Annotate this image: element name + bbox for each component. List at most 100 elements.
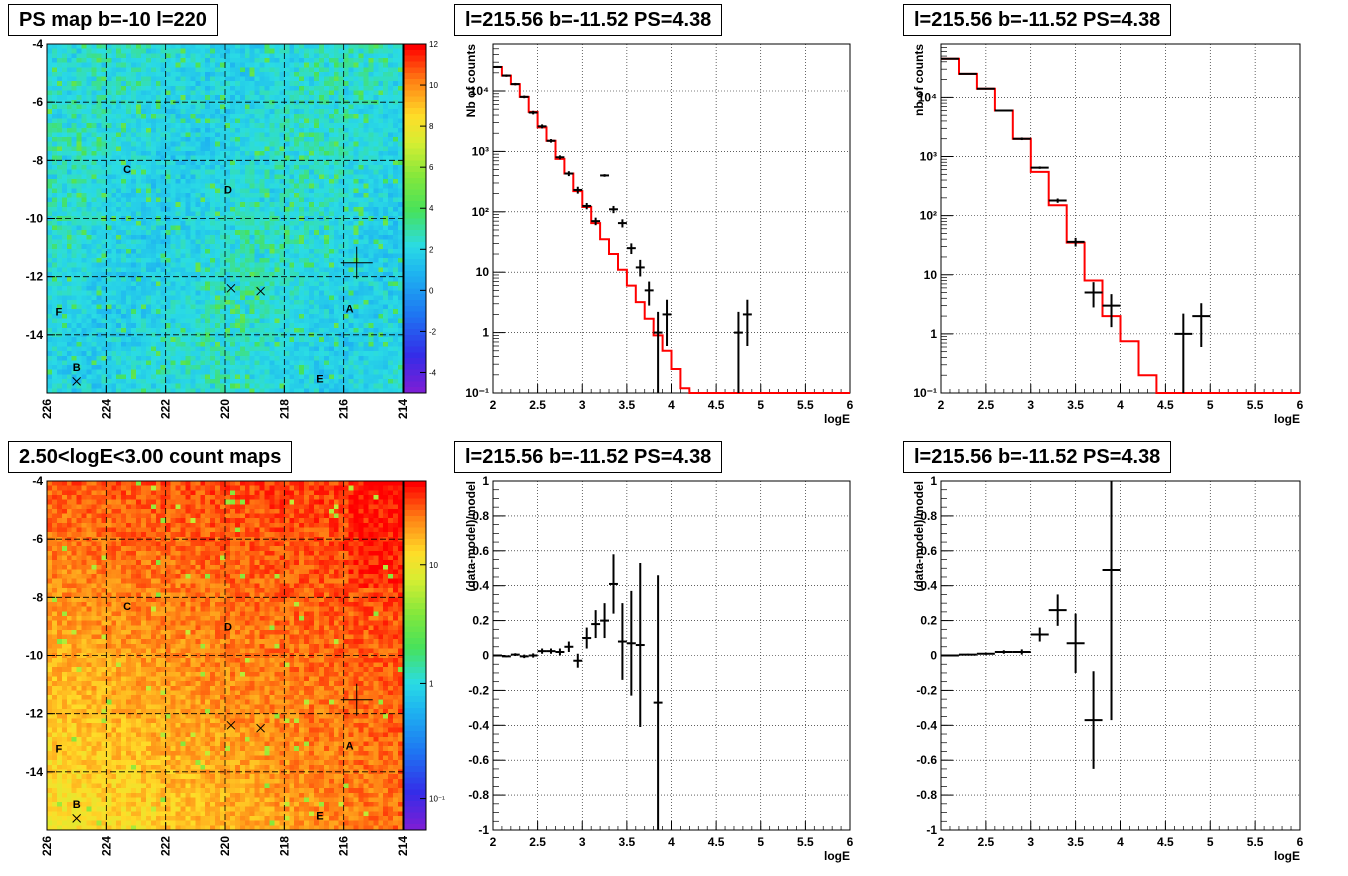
spec_right-data-point xyxy=(1084,282,1103,308)
spec_right-data-point xyxy=(1030,166,1049,169)
count_map-x-marker xyxy=(256,723,265,733)
source-label-c: C xyxy=(123,601,131,613)
ps_map-x-tick-label: 224 xyxy=(99,399,113,419)
ps_map-y-tick-label: -12 xyxy=(26,270,44,284)
count-map-title: 2.50<logE<3.00 count maps xyxy=(8,441,293,473)
spec_left-y-tick-label: 10⁻¹ xyxy=(465,386,489,400)
resid_left-residual-point xyxy=(653,575,663,830)
ps_map-colorbar-tick-label: 4 xyxy=(429,204,434,213)
spec_left-x-tick-label: 2 xyxy=(490,398,497,412)
spec_left-data-point xyxy=(493,65,502,69)
resid_right-x-tick-label: 2.5 xyxy=(978,835,995,849)
count_map-panel: 226 224 222 220 218 216 214 -4 -6 -8 -10 -12 -14 A B C D… xyxy=(26,474,445,856)
source-label-b: B xyxy=(73,799,81,811)
ps_map-panel: 226 224 222 220 218 216 214 -4 -6 -8 -10 -12 -14 A B C D… xyxy=(26,37,439,419)
spec_left-x-tick-label: 3.5 xyxy=(619,398,636,412)
ps_map-x-marker xyxy=(72,377,82,386)
ps_map-x-tick-label: 220 xyxy=(218,399,232,419)
resid_right-y-tick-label: -0.6 xyxy=(916,753,937,767)
source-label-b: B xyxy=(73,362,81,374)
resid_right-y-tick-label: 0 xyxy=(930,649,937,663)
count_map-x-tick-label: 218 xyxy=(277,836,291,856)
ps_map-y-tick-label: -8 xyxy=(32,153,43,167)
ps_map-y-tick-label: -10 xyxy=(26,212,44,226)
spec_right-x-tick-label: 3.5 xyxy=(1067,398,1084,412)
residual-right-title: l=215.56 b=-11.52 PS=4.38 xyxy=(903,441,1172,473)
ps_map-x-marker xyxy=(256,286,265,296)
spec_left-x-tick-label: 2.5 xyxy=(529,398,546,412)
resid_right-y-tick-label: -1 xyxy=(926,823,937,837)
ps_map-x-marker xyxy=(226,283,236,293)
resid_right-x-axis-label: logE xyxy=(1274,849,1300,863)
resid_right-y-tick-label: -0.2 xyxy=(916,683,937,697)
residual-left-title: l=215.56 b=-11.52 PS=4.38 xyxy=(454,441,723,473)
resid_left-x-tick-label: 5.5 xyxy=(797,835,814,849)
resid_left-residual-point xyxy=(635,563,645,728)
count_map-colorbar-tick-label: 1 xyxy=(429,679,434,688)
spec_left-data-point xyxy=(662,299,672,346)
count_map-x-tick-label: 224 xyxy=(99,836,113,856)
count_map-cells xyxy=(47,481,404,831)
resid_right-x-tick-label: 5 xyxy=(1207,835,1214,849)
spec_right-x-tick-label: 4 xyxy=(1117,398,1124,412)
resid_right-residual-point xyxy=(1102,481,1121,721)
spec_right-x-tick-label: 6 xyxy=(1297,398,1304,412)
source-label-f: F xyxy=(55,744,62,756)
spec_left-data-point xyxy=(528,110,538,115)
count_map-colorbar xyxy=(404,481,426,831)
resid_left-residual-point xyxy=(501,655,511,658)
ps_map-candidate-marker xyxy=(340,246,373,279)
spec_right-data-point xyxy=(994,109,1013,112)
ps_map-colorbar-tick-label: -2 xyxy=(429,327,437,336)
resid_right-residual-point xyxy=(1084,671,1103,769)
resid_right-x-tick-label: 5.5 xyxy=(1247,835,1264,849)
spec_left-data-point xyxy=(742,299,752,346)
resid_left-y-tick-label: -0.6 xyxy=(468,753,489,767)
count_map-colorbar-tick-label: 10 xyxy=(429,561,438,570)
ps_map-colorbar-tick-label: 12 xyxy=(429,40,438,49)
spec_left-data-point xyxy=(591,217,601,226)
spec_right-data-point xyxy=(1102,294,1121,328)
resid_left-y-tick-label: 0 xyxy=(482,649,489,663)
resid_left-residual-point xyxy=(626,590,636,696)
spec_right-y-tick-label: 1 xyxy=(930,327,937,341)
resid_right-x-tick-label: 3 xyxy=(1027,835,1034,849)
ps_map-colorbar-tick-label: 6 xyxy=(429,163,434,172)
resid_left-x-tick-label: 4.5 xyxy=(708,835,725,849)
resid_left-residual-point xyxy=(573,653,583,668)
count_map-x-tick-label: 222 xyxy=(159,836,173,856)
ps_map-x-tick-label: 222 xyxy=(159,399,173,419)
resid_right-residual-point xyxy=(941,654,959,657)
count_map-y-tick-label: -6 xyxy=(32,532,43,546)
spec_right-model-histogram xyxy=(941,57,1300,394)
spec_right-x-axis-label: logE xyxy=(1274,412,1300,426)
spec_right-x-tick-label: 5.5 xyxy=(1247,398,1264,412)
resid_left-x-tick-label: 3 xyxy=(579,835,586,849)
spec_right-data-point xyxy=(1174,313,1193,393)
resid_left-y-tick-label: -1 xyxy=(478,823,489,837)
ps_map-colorbar-tick-label: 0 xyxy=(429,286,434,295)
spec_right-data-point xyxy=(941,57,959,60)
resid_left-x-tick-label: 5 xyxy=(757,835,764,849)
ps_map-colorbar-tick-label: 10 xyxy=(429,81,438,90)
ps_map-colorbar xyxy=(404,44,426,394)
count_map-y-tick-label: -12 xyxy=(26,707,44,721)
spec_left-data-point xyxy=(537,124,547,129)
spec_left-data-point xyxy=(546,139,556,143)
ps_map-colorbar-tick-label: -4 xyxy=(429,368,437,377)
spec_right-data-point xyxy=(1048,198,1067,203)
spec_right-y-tick-label: 10² xyxy=(920,209,937,223)
resid_right-y-tick-label: -0.4 xyxy=(916,718,937,732)
spec_left-data-point xyxy=(653,311,663,393)
spec_left-data-point xyxy=(573,186,583,194)
resid_left-y-tick-label: 0.4 xyxy=(472,579,489,593)
spec_right-y-tick-label: 10⁻¹ xyxy=(913,386,937,400)
spec_left-data-point xyxy=(555,155,565,160)
spec_right-y-tick-label: 10⁴ xyxy=(918,90,937,104)
spec_right-data-point xyxy=(976,87,995,90)
spec_left-x-tick-label: 4 xyxy=(668,398,675,412)
spec_right-x-tick-label: 4.5 xyxy=(1157,398,1174,412)
spec_left-data-point xyxy=(564,171,574,177)
resid_left-residual-point xyxy=(510,653,520,657)
